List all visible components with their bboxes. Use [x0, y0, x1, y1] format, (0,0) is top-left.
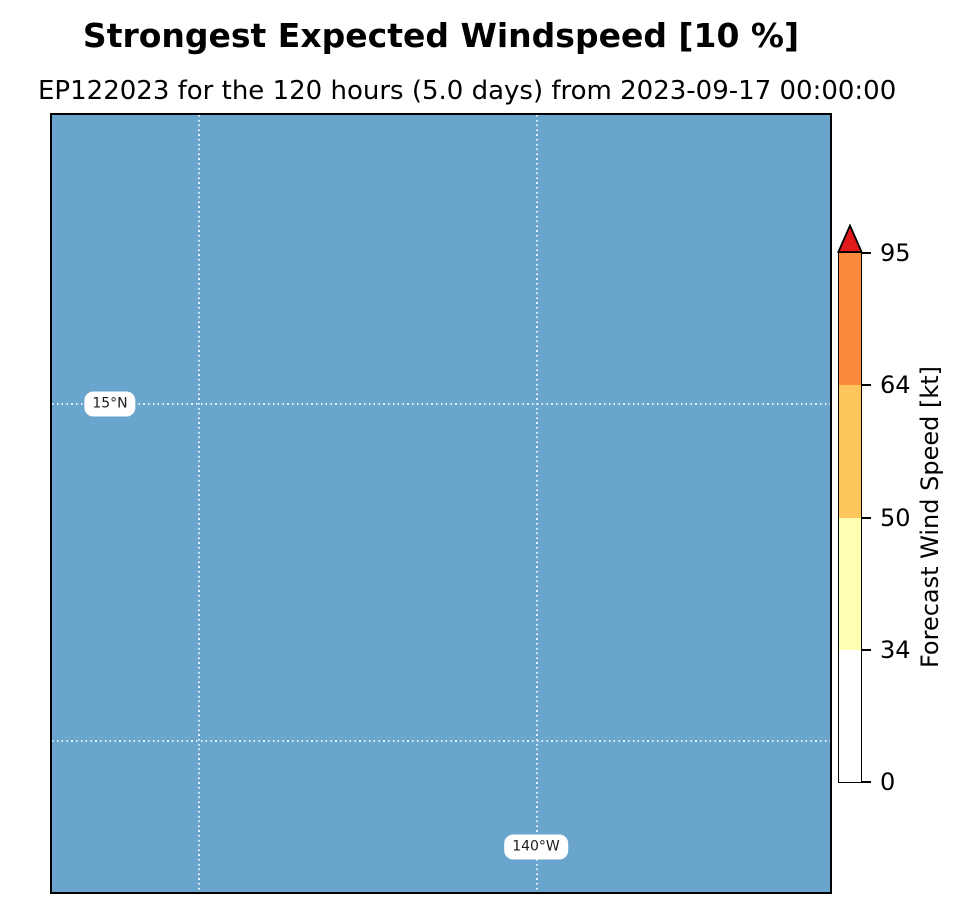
gridline-meridian-145w: [198, 115, 200, 892]
longitude-gridline-label: 140°W: [504, 834, 568, 860]
colorbar-ticklabel-0: 0: [880, 768, 896, 796]
latitude-label-text: 15°N: [92, 395, 128, 412]
colorbar-ticklabel-95: 95: [880, 239, 911, 267]
figure-title: Strongest Expected Windspeed [10 %]: [82, 16, 800, 55]
figure-subtitle: EP122023 for the 120 hours (5.0 days) fr…: [38, 76, 897, 106]
colorbar-tick-0: [862, 781, 871, 783]
longitude-label-text: 140°W: [512, 838, 560, 855]
gridline-parallel-10n: [52, 740, 830, 742]
colorbar-tick-34: [862, 648, 871, 651]
colorbar-axis-label: Forecast Wind Speed [kt]: [916, 365, 944, 669]
colorbar-segment-50-64: [839, 385, 861, 518]
colorbar: [838, 252, 862, 783]
colorbar-tick-95: [862, 252, 871, 254]
colorbar-tick-64: [862, 384, 871, 387]
colorbar-segment-64-95: [839, 253, 861, 386]
colorbar-ticklabel-50: 50: [880, 503, 911, 532]
colorbar-extend-max-triangle: [837, 224, 863, 253]
map-canvas: 15°N 140°W: [50, 113, 832, 894]
colorbar-ticklabel-34: 34: [880, 635, 911, 664]
colorbar-segment-34-50: [839, 517, 861, 650]
colorbar-tick-50: [862, 516, 871, 519]
latitude-gridline-label: 15°N: [84, 391, 136, 417]
colorbar-ticklabel-64: 64: [880, 371, 911, 400]
colorbar-segment-0-34: [839, 649, 861, 782]
gridline-parallel-15n: [52, 403, 830, 405]
colorbar-extend-max-arrow-icon: [837, 224, 863, 253]
gridline-meridian-140w: [536, 115, 538, 892]
